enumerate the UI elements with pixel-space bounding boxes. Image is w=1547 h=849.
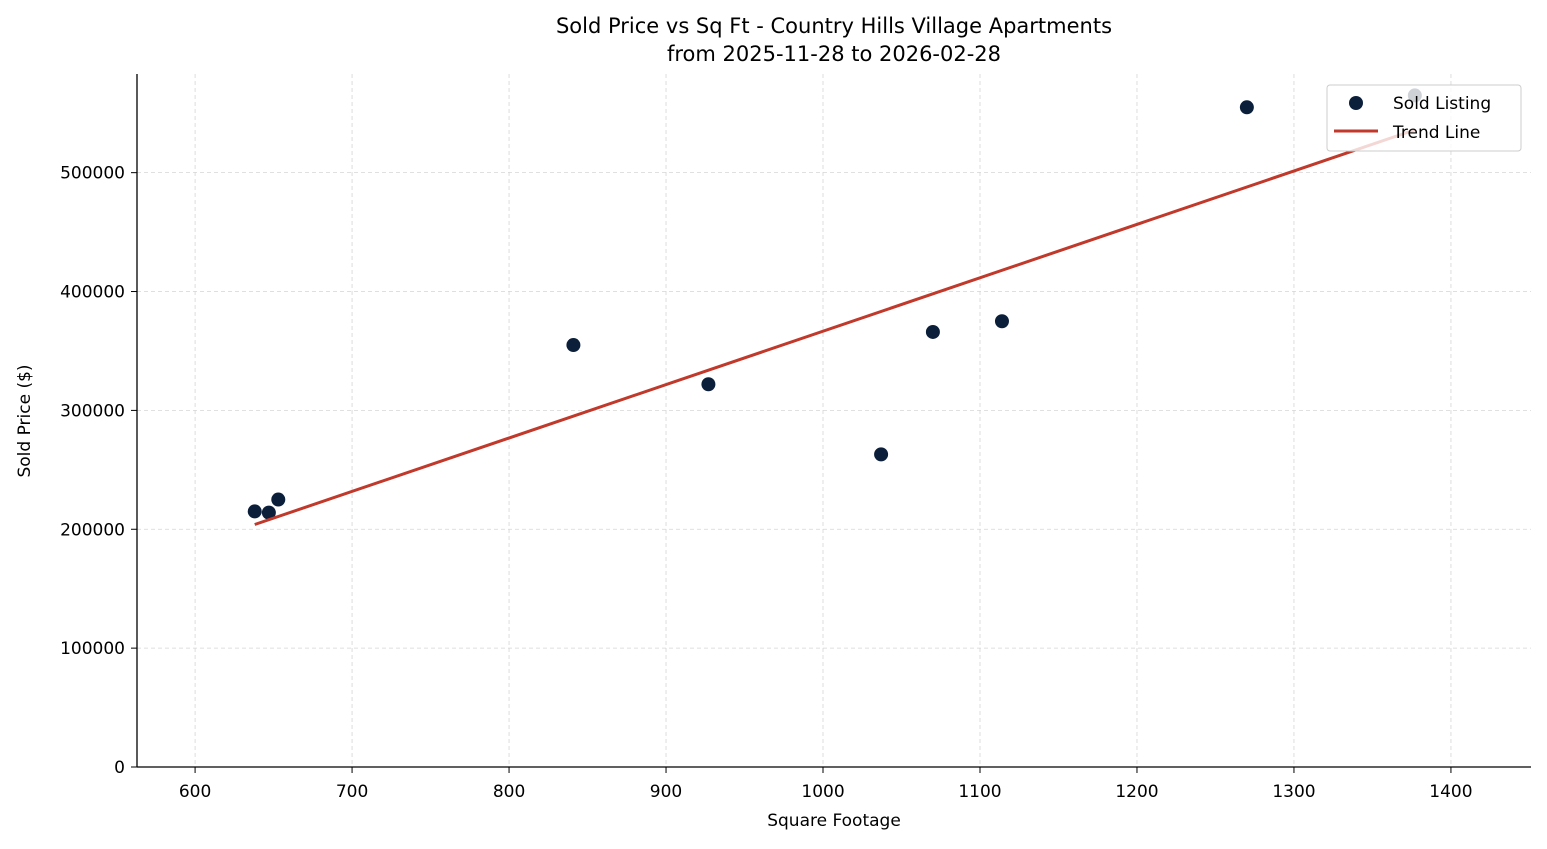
x-tick-label: 1400 xyxy=(1429,782,1472,802)
x-tick-label: 600 xyxy=(179,782,211,802)
data-point xyxy=(261,505,276,520)
data-point xyxy=(925,324,940,339)
y-axis-label: Sold Price ($) xyxy=(15,364,35,477)
data-point xyxy=(1239,100,1254,115)
x-axis-label: Square Footage xyxy=(767,811,901,831)
legend: Sold Listing Trend Line xyxy=(1326,84,1522,152)
marks xyxy=(247,88,1422,526)
y-tick-label: 200000 xyxy=(60,520,125,540)
y-tick-label: 500000 xyxy=(60,164,125,184)
data-point xyxy=(271,492,286,507)
y-tick-label: 100000 xyxy=(60,639,125,659)
x-tick-label: 700 xyxy=(336,782,368,802)
legend-label-sold-listing: Sold Listing xyxy=(1393,94,1491,114)
data-point xyxy=(994,314,1009,329)
x-tick-label: 900 xyxy=(650,782,682,802)
chart-subtitle: from 2025-11-28 to 2026-02-28 xyxy=(667,42,1001,66)
x-tick-label: 1300 xyxy=(1272,782,1315,802)
trend-line xyxy=(254,128,1416,526)
data-point xyxy=(566,338,581,353)
legend-label-trend-line: Trend Line xyxy=(1392,123,1480,143)
y-tick-label: 300000 xyxy=(60,401,125,421)
chart-title: Sold Price vs Sq Ft - Country Hills Vill… xyxy=(556,14,1112,38)
legend-box xyxy=(1326,84,1522,152)
data-point xyxy=(701,377,716,392)
ticks: 600 700 800 900 1000 1100 1200 1300 1400 0 100000 2… xyxy=(60,164,1472,802)
grid xyxy=(137,74,1531,768)
y-tick-label: 400000 xyxy=(60,283,125,303)
x-tick-label: 1000 xyxy=(801,782,844,802)
legend-marker-sold-listing xyxy=(1349,96,1363,110)
data-point xyxy=(247,504,262,519)
x-tick-label: 1100 xyxy=(958,782,1001,802)
x-tick-label: 800 xyxy=(493,782,525,802)
y-tick-label: 0 xyxy=(114,758,125,778)
x-tick-label: 1200 xyxy=(1115,782,1158,802)
data-point xyxy=(874,447,889,462)
